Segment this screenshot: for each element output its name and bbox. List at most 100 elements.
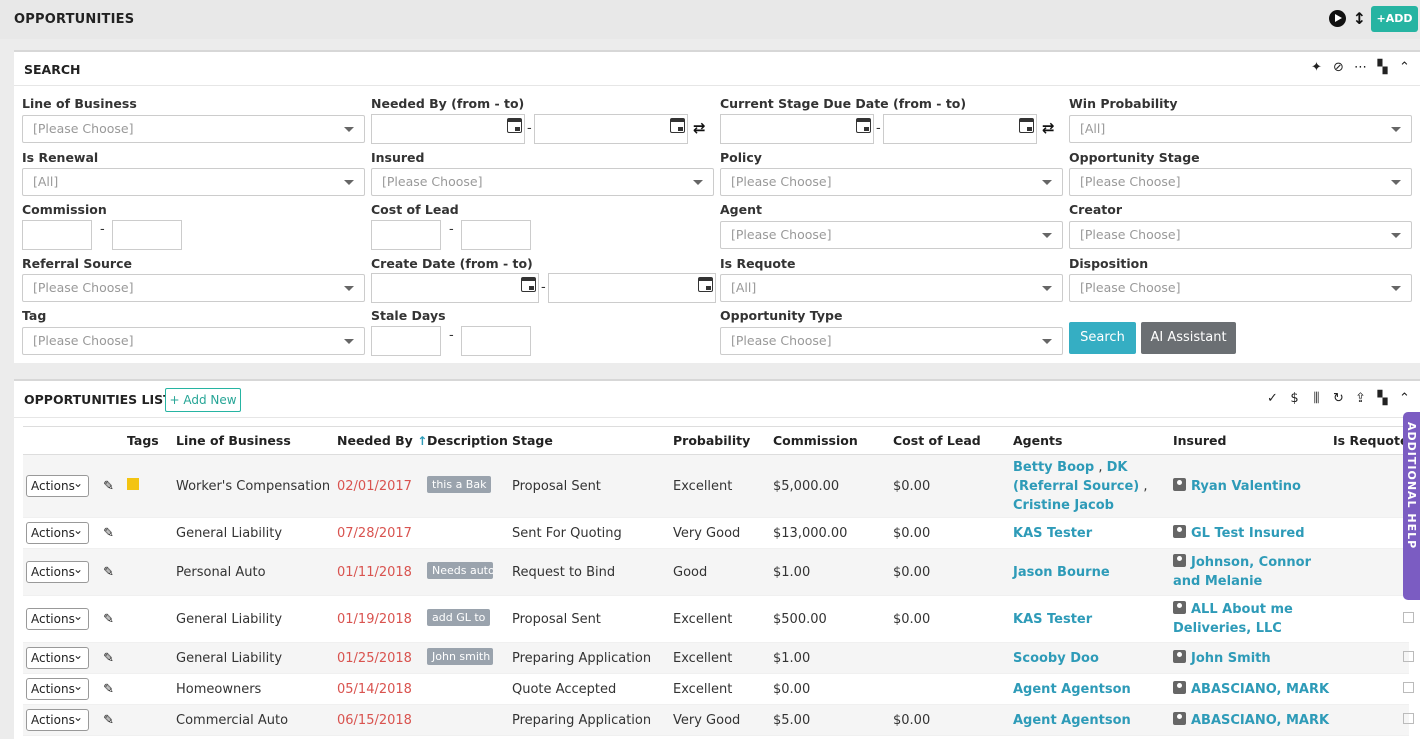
agent-link[interactable]: Scooby Doo <box>1013 650 1099 666</box>
col-agents[interactable]: Agents <box>1013 426 1173 455</box>
check-icon[interactable]: ✓ <box>1267 391 1278 406</box>
create-date-to-input[interactable] <box>548 273 716 303</box>
edit-icon[interactable]: ✎ <box>103 565 115 580</box>
line-of-business-select[interactable]: [Please Choose] <box>22 115 365 143</box>
edit-icon[interactable]: ✎ <box>103 651 115 666</box>
agent-link[interactable]: Agent Agentson <box>1013 712 1131 728</box>
col-needed-by[interactable]: Needed By ↑ <box>337 426 427 455</box>
swap-icon[interactable]: ⇄ <box>1042 119 1055 137</box>
agent-link[interactable]: DK (Referral Source) <box>1013 459 1140 494</box>
insured-link[interactable]: Johnson, Connor and Melanie <box>1173 555 1311 589</box>
insured-link[interactable]: ALL About me Deliveries, LLC <box>1173 602 1293 636</box>
policy-select[interactable]: [Please Choose] <box>720 168 1063 196</box>
actions-dropdown[interactable]: Actions <box>26 645 89 669</box>
calendar-icon[interactable] <box>856 118 871 133</box>
col-cost-of-lead[interactable]: Cost of Lead <box>893 426 1013 455</box>
agent-link[interactable]: Betty Boop <box>1013 459 1095 475</box>
col-description[interactable]: Description <box>427 426 512 455</box>
actions-dropdown[interactable]: Actions <box>26 473 89 497</box>
calendar-icon[interactable] <box>1019 118 1034 133</box>
tag-select[interactable]: [Please Choose] <box>22 327 365 355</box>
calendar-icon[interactable] <box>698 277 713 292</box>
agent-link[interactable]: Jason Bourne <box>1013 564 1110 580</box>
requote-checkbox[interactable] <box>1403 712 1414 724</box>
more-icon[interactable]: ⋯ <box>1354 60 1367 75</box>
agent-link[interactable]: Agent Agentson <box>1013 681 1131 697</box>
clear-icon[interactable]: ⊘ <box>1333 60 1344 75</box>
col-tags[interactable]: Tags <box>127 426 176 455</box>
win-probability-select[interactable]: [All] <box>1069 115 1412 143</box>
additional-help-tab[interactable]: ADDITIONAL HELP <box>1403 412 1420 600</box>
calendar-icon[interactable] <box>507 118 522 133</box>
commission-min-input[interactable] <box>22 220 92 250</box>
description-badge[interactable]: John smith <box>427 647 493 665</box>
add-new-button[interactable]: + Add New <box>165 388 241 412</box>
insured-link[interactable]: John Smith <box>1191 650 1271 666</box>
agent-link[interactable]: KAS Tester <box>1013 525 1093 541</box>
stale-days-max-input[interactable] <box>461 326 531 356</box>
resize-vertical-icon[interactable]: ↕ <box>1352 9 1367 28</box>
insured-link[interactable]: ABASCIANO, MARK <box>1191 712 1330 728</box>
insured-link[interactable]: GL Test Insured <box>1191 525 1305 541</box>
col-is-requote[interactable]: Is Requote <box>1333 426 1409 455</box>
col-stage[interactable]: Stage <box>512 426 673 455</box>
description-badge[interactable]: Needs auto <box>427 561 493 579</box>
actions-dropdown[interactable]: Actions <box>26 676 89 700</box>
col-line-of-business[interactable]: Line of Business <box>176 426 337 455</box>
is-renewal-select[interactable]: [All] <box>22 168 365 196</box>
edit-icon[interactable]: ✎ <box>103 612 115 627</box>
edit-icon[interactable]: ✎ <box>103 682 115 697</box>
requote-checkbox[interactable] <box>1403 650 1414 662</box>
needed-by-from-input[interactable] <box>371 114 525 144</box>
agent-link[interactable]: KAS Tester <box>1013 611 1093 627</box>
needed-by-to-input[interactable] <box>534 114 688 144</box>
add-button[interactable]: +ADD <box>1371 6 1418 32</box>
stage-due-to-input[interactable] <box>883 114 1037 144</box>
layout-icon[interactable]: ▚ <box>1377 391 1388 406</box>
magic-wand-icon[interactable]: ✦ <box>1311 60 1322 75</box>
opportunity-stage-select[interactable]: [Please Choose] <box>1069 168 1412 196</box>
insured-link[interactable]: Ryan Valentino <box>1191 478 1301 494</box>
agent-select[interactable]: [Please Choose] <box>720 221 1063 249</box>
collapse-icon[interactable]: ⌃ <box>1399 391 1410 406</box>
col-insured[interactable]: Insured <box>1173 426 1333 455</box>
creator-select[interactable]: [Please Choose] <box>1069 221 1412 249</box>
columns-icon[interactable]: ⫼ <box>1313 391 1320 406</box>
play-icon[interactable] <box>1329 10 1346 27</box>
col-probability[interactable]: Probability <box>673 426 773 455</box>
actions-dropdown[interactable]: Actions <box>26 559 89 583</box>
collapse-icon[interactable]: ⌃ <box>1399 60 1410 75</box>
calendar-icon[interactable] <box>521 277 536 292</box>
actions-dropdown[interactable]: Actions <box>26 520 89 544</box>
col-commission[interactable]: Commission <box>773 426 893 455</box>
dollar-icon[interactable]: $ <box>1290 391 1299 406</box>
is-requote-select[interactable]: [All] <box>720 274 1063 302</box>
opportunity-type-select[interactable]: [Please Choose] <box>720 327 1063 355</box>
edit-icon[interactable]: ✎ <box>103 713 115 728</box>
disposition-select[interactable]: [Please Choose] <box>1069 274 1412 302</box>
requote-checkbox[interactable] <box>1403 611 1414 623</box>
commission-max-input[interactable] <box>112 220 182 250</box>
swap-icon[interactable]: ⇄ <box>693 119 706 137</box>
referral-source-select[interactable]: [Please Choose] <box>22 274 365 302</box>
stage-due-from-input[interactable] <box>720 114 874 144</box>
edit-icon[interactable]: ✎ <box>103 526 115 541</box>
cost-of-lead-min-input[interactable] <box>371 220 441 250</box>
insured-select[interactable]: [Please Choose] <box>371 168 714 196</box>
create-date-from-input[interactable] <box>371 273 539 303</box>
actions-dropdown[interactable]: Actions <box>26 707 89 731</box>
insured-link[interactable]: ABASCIANO, MARK <box>1191 681 1330 697</box>
agent-link[interactable]: Cristine Jacob <box>1013 497 1114 513</box>
description-badge[interactable]: add GL to <box>427 608 491 626</box>
stale-days-min-input[interactable] <box>371 326 441 356</box>
ai-assistant-button[interactable]: AI Assistant <box>1141 322 1236 354</box>
layout-icon[interactable]: ▚ <box>1377 60 1388 75</box>
refresh-icon[interactable]: ↻ <box>1333 391 1344 406</box>
cost-of-lead-max-input[interactable] <box>461 220 531 250</box>
export-icon[interactable]: ⇪ <box>1355 391 1366 406</box>
search-button[interactable]: Search <box>1069 322 1136 354</box>
description-badge[interactable]: this a Bak <box>427 475 492 493</box>
edit-icon[interactable]: ✎ <box>103 479 115 494</box>
requote-checkbox[interactable] <box>1403 681 1414 693</box>
calendar-icon[interactable] <box>670 118 685 133</box>
